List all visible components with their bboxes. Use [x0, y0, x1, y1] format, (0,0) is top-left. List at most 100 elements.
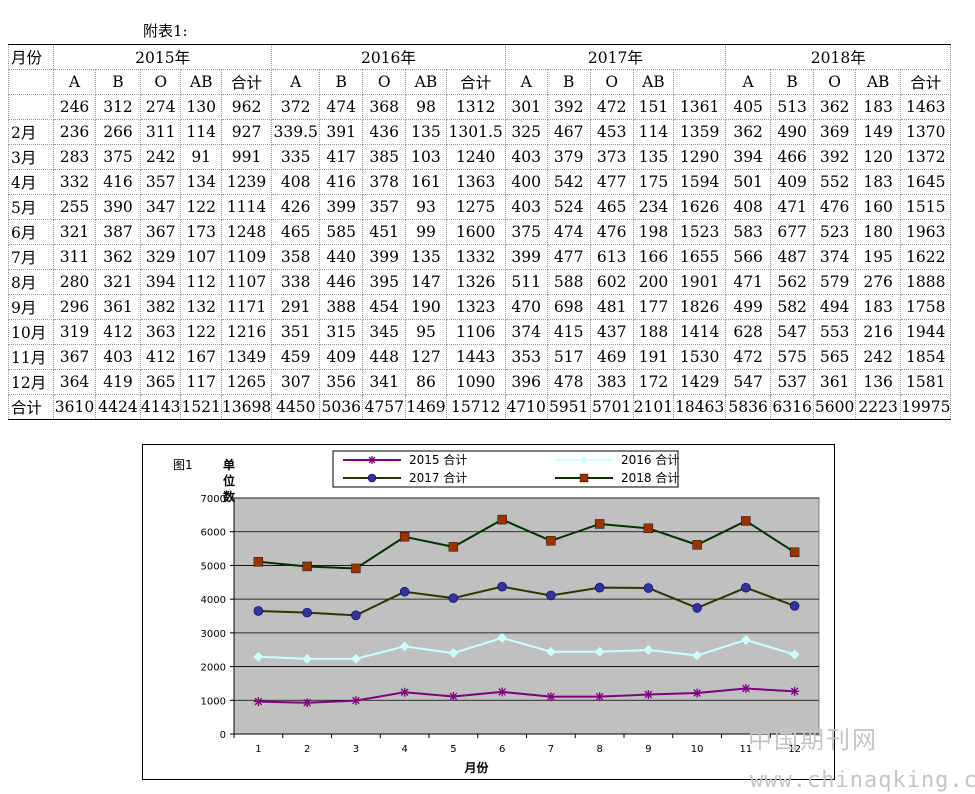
column-header: A	[271, 69, 321, 95]
figure-label: 图1	[173, 458, 193, 472]
table-cell: 1171	[220, 294, 273, 320]
data-point	[497, 632, 508, 643]
table-cell: 494	[813, 294, 857, 320]
table-cell: 419	[95, 369, 141, 395]
column-header: A	[53, 69, 96, 95]
table-cell: 412	[95, 319, 141, 345]
data-point	[692, 688, 702, 698]
year-header: 2016年	[271, 44, 506, 70]
table-cell: 1414	[673, 319, 727, 345]
table-cell: 474	[319, 94, 364, 120]
column-header: AB	[405, 69, 447, 95]
data-point	[302, 561, 312, 572]
table-cell: 575	[770, 344, 815, 370]
table-cell: 361	[95, 294, 141, 320]
table-cell: 5951	[546, 394, 591, 420]
table-cell: 471	[770, 194, 815, 220]
table-cell: 338	[271, 269, 321, 295]
table-cell: 523	[813, 219, 857, 245]
table-cell: 409	[770, 169, 815, 195]
table-cell: 1594	[673, 169, 727, 195]
table-cell: 446	[319, 269, 364, 295]
data-point	[789, 649, 800, 660]
table-cell: 5701	[589, 394, 634, 420]
table-cell: 396	[504, 369, 548, 395]
table-cell: 552	[813, 169, 857, 195]
table-cell: 122	[180, 194, 222, 220]
series-line	[258, 687, 795, 704]
table-cell: 362	[725, 119, 772, 145]
table-cell: 1106	[445, 319, 506, 345]
column-header: O	[362, 69, 407, 95]
table-cell: 1372	[900, 144, 952, 170]
table-cell: 382	[139, 294, 182, 320]
y-tick-label: 0	[220, 730, 226, 741]
column-header: AB	[632, 69, 675, 95]
table-cell: 698	[546, 294, 591, 320]
data-point	[546, 590, 556, 601]
table-cell: 135	[405, 119, 447, 145]
table-cell: 408	[725, 194, 772, 220]
table-cell: 375	[95, 144, 141, 170]
year-header: 2018年	[725, 44, 952, 70]
y-tick-label: 6000	[201, 528, 226, 539]
data-point	[643, 645, 654, 655]
data-point	[351, 696, 361, 706]
table-cell: 1469	[405, 394, 447, 420]
table-cell: 1622	[900, 244, 952, 270]
row-label: 12月	[8, 369, 54, 395]
table-cell: 524	[546, 194, 591, 220]
table-cell: 448	[362, 344, 407, 370]
table-cell: 490	[770, 119, 815, 145]
table-cell: 1359	[673, 119, 727, 145]
table-cell: 1216	[220, 319, 273, 345]
table-cell: 394	[725, 144, 772, 170]
row-label: 6月	[8, 219, 54, 245]
table-cell: 114	[632, 119, 675, 145]
table-cell: 1332	[445, 244, 506, 270]
table-cell: 417	[319, 144, 364, 170]
table-cell: 172	[632, 369, 675, 395]
table-cell: 388	[319, 294, 364, 320]
series-line	[258, 636, 795, 660]
table-cell: 547	[770, 319, 815, 345]
row-label: 11月	[8, 344, 54, 370]
table-cell: 95	[405, 319, 447, 345]
table-row: 9月 296 361 382 132 1171 291 388 454 190 1323 470 698…	[8, 294, 952, 320]
table-cell: 390	[95, 194, 141, 220]
table-cell: 200	[632, 269, 675, 295]
legend-label: 2017 合计	[409, 470, 467, 485]
table-cell: 465	[589, 194, 634, 220]
table-cell: 1429	[673, 369, 727, 395]
table-cell: 4450	[271, 394, 321, 420]
table-row: 8月 280 321 394 112 1107 338 446 395 147 1326 511 588…	[8, 269, 952, 295]
table-cell: 5836	[725, 394, 772, 420]
data-point	[740, 635, 751, 645]
y-tick-label: 4000	[201, 595, 226, 606]
table-cell: 426	[271, 194, 321, 220]
data-point	[351, 563, 361, 574]
data-point	[253, 557, 264, 567]
table-cell: 18463	[673, 394, 727, 420]
table-cell: 216	[855, 319, 902, 345]
table-cell: 117	[180, 369, 222, 395]
table-cell: 362	[813, 94, 857, 120]
table-cell: 412	[139, 344, 182, 370]
table-cell: 276	[855, 269, 902, 295]
line-chart: 0 1000 2000 3000 4000 5000 6000 7000 1 2 3 4 5 6 7 8 9 10…	[142, 444, 835, 780]
table-cell: 385	[362, 144, 407, 170]
table-cell: 1265	[220, 369, 273, 395]
table-cell: 13698	[220, 394, 273, 420]
data-point	[594, 646, 605, 657]
table-cell: 374	[813, 244, 857, 270]
data-point	[579, 455, 589, 465]
table-cell: 436	[362, 119, 407, 145]
table-cell: 2101	[632, 394, 675, 420]
data-point	[595, 692, 605, 702]
table-cell: 255	[53, 194, 96, 220]
table-cell: 562	[770, 269, 815, 295]
table-cell: 1323	[445, 294, 506, 320]
table-cell: 1361	[673, 94, 727, 120]
table-row: 7月 311 362 329 107 1109 358 440 399 135 1332 399 477…	[8, 244, 952, 270]
